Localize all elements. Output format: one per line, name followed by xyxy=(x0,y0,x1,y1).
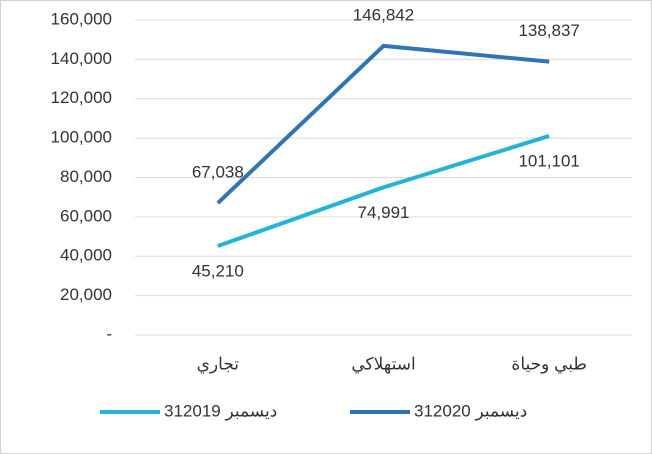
data-label: 74,991 xyxy=(358,203,410,222)
data-label: 67,038 xyxy=(192,163,244,182)
series-line xyxy=(217,134,550,248)
series-line xyxy=(216,43,550,205)
y-tick-label: 60,000 xyxy=(60,206,112,225)
y-tick-label: 120,000 xyxy=(51,88,112,107)
y-tick-label: 160,000 xyxy=(51,9,112,28)
y-tick-label: 100,000 xyxy=(51,128,112,147)
x-tick-label: طبي وحياة xyxy=(511,354,587,374)
y-tick-label: 20,000 xyxy=(60,285,112,304)
data-label: 101,101 xyxy=(518,151,579,170)
y-tick-label: - xyxy=(106,324,112,343)
y-tick-label: 140,000 xyxy=(51,49,112,68)
data-label: 45,210 xyxy=(192,261,244,280)
legend-label: 31ديسمبر 2019 xyxy=(164,401,277,421)
data-label: 138,837 xyxy=(518,21,579,40)
y-tick-label: 80,000 xyxy=(60,167,112,186)
x-tick-label: تجاري xyxy=(197,354,240,374)
y-tick-label: 40,000 xyxy=(60,246,112,265)
legend-label: 31ديسمبر 2020 xyxy=(414,401,527,421)
x-tick-label: استهلاكي xyxy=(351,354,415,374)
data-label: 146,842 xyxy=(353,5,414,24)
